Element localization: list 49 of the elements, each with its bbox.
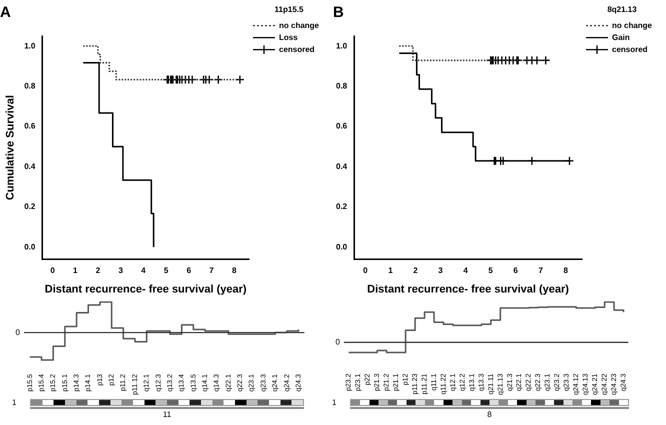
x-axis-title: 11: [162, 410, 172, 419]
x-tick-label: 3: [118, 266, 124, 276]
x-tick-label: 5: [164, 266, 169, 276]
legend-title: 8q21.13: [607, 5, 638, 14]
ref-line-label: 0: [336, 338, 341, 347]
text: 1: [12, 398, 16, 407]
x-tick-label: 7: [209, 266, 214, 276]
x-tick-label: 1: [388, 266, 394, 276]
y-axis-title: Cumulative Survival: [4, 95, 17, 200]
x-tick-label: 0: [50, 266, 56, 276]
y-tick-label: 0.8: [336, 81, 348, 90]
x-axis-title: Distant recurrence- free survival (year): [367, 283, 570, 296]
legend-label: no change: [612, 20, 653, 30]
x-tick-label: 2: [413, 266, 418, 276]
y-tick-label: 0.4: [336, 162, 348, 171]
x-tick-label: 4: [141, 266, 146, 276]
y-tick-label: 0.6: [24, 122, 36, 131]
ref-line-label: 0: [16, 328, 21, 337]
y-tick-label: 0.2: [336, 202, 348, 212]
x-tick-label: 0: [363, 266, 368, 276]
x-axis-title: 8: [486, 410, 493, 419]
y-tick-label: 0.0: [336, 242, 348, 252]
text: 1: [332, 398, 336, 407]
x-tick-label: 4: [463, 266, 468, 276]
legend-label: censored: [278, 44, 315, 54]
legend-label: censored: [612, 44, 648, 54]
x-tick-label: 7: [538, 266, 544, 276]
y-tick-label: 0.2: [24, 202, 36, 212]
y-tick-label: 1.0: [336, 41, 348, 50]
y-tick-label: 1.0: [24, 41, 36, 50]
legend-label: Loss: [278, 32, 298, 42]
x-axis-title: Distant recurrence- free survival (year): [44, 283, 247, 296]
x-tick-label: 8: [232, 266, 238, 276]
x-tick-label: 2: [96, 266, 101, 276]
y-tick-label: 0.8: [24, 81, 36, 90]
chart-title: A: [0, 4, 11, 22]
x-tick-label: 6: [513, 266, 518, 276]
x-tick-label: 3: [438, 266, 444, 276]
x-tick-label: 1: [73, 266, 78, 276]
legend-label: no change: [278, 20, 320, 30]
x-tick-label: 8: [563, 266, 568, 276]
chart-title: B: [333, 4, 344, 22]
x-tick-label: 5: [488, 266, 494, 276]
y-tick-label: 0.4: [24, 162, 36, 171]
legend-label: Gain: [612, 32, 630, 42]
y-tick-label: 0.6: [336, 122, 348, 131]
legend-title: 11p15.5: [274, 5, 304, 14]
x-tick-label: 6: [186, 266, 192, 276]
y-tick-label: 0.0: [24, 242, 36, 252]
